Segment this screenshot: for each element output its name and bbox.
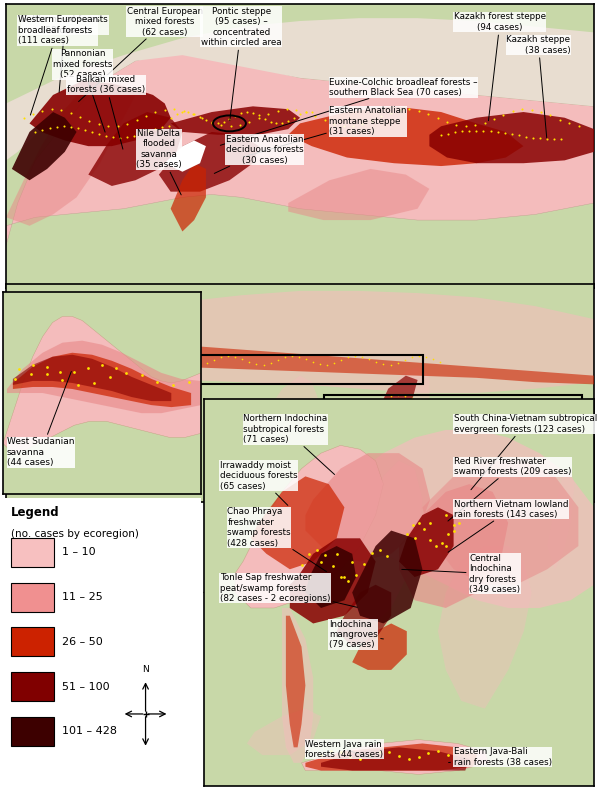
Polygon shape [170,107,300,135]
Bar [12,355,424,384]
Text: Baltic mixed forests
(58 cases): Baltic mixed forests (58 cases) [22,15,108,92]
Polygon shape [18,349,182,371]
Bar [11,538,55,567]
Polygon shape [12,112,77,180]
Text: Central European
mixed forests
(62 cases): Central European mixed forests (62 cases… [79,7,203,102]
Polygon shape [6,324,106,446]
Text: Balkan mixed
forests (36 cases): Balkan mixed forests (36 cases) [67,75,145,149]
Polygon shape [13,352,191,407]
Polygon shape [13,355,172,401]
Polygon shape [547,468,575,570]
Text: Euxine-Colchic broadleaf forests –
southern Black Sea (70 cases): Euxine-Colchic broadleaf forests – south… [220,78,478,145]
Bar [11,583,55,611]
Polygon shape [251,476,344,570]
Polygon shape [321,430,594,608]
Text: A: A [18,357,28,371]
Polygon shape [286,615,305,747]
Polygon shape [422,461,578,585]
Text: (no. cases by ecoregion): (no. cases by ecoregion) [11,529,139,540]
Polygon shape [290,538,376,623]
Text: Western Java rain
forests (44 cases): Western Java rain forests (44 cases) [305,739,383,759]
Polygon shape [288,107,523,166]
Polygon shape [6,18,594,160]
Text: Chao Phraya
freshwater
swamp forests
(428 cases): Chao Phraya freshwater swamp forests (42… [227,507,326,572]
Polygon shape [337,585,391,647]
Bar [11,717,55,746]
Polygon shape [282,608,313,763]
Text: Pontic steppe
(95 cases) –
concentrated
within circled area: Pontic steppe (95 cases) – concentrated … [201,7,281,121]
Polygon shape [6,52,594,246]
Polygon shape [65,291,594,393]
Text: 11 – 25: 11 – 25 [62,592,103,602]
Text: Red River freshwater
swamp forests (209 cases): Red River freshwater swamp forests (209 … [448,457,571,521]
Polygon shape [371,367,430,446]
Text: Northern Vietnam lowland
rain forests (143 cases): Northern Vietnam lowland rain forests (1… [448,499,568,552]
Polygon shape [305,546,356,608]
Polygon shape [165,141,206,171]
Text: Pannonian
mixed forests
(52 cases): Pannonian mixed forests (52 cases) [53,50,112,132]
Polygon shape [399,507,454,577]
Text: South China-Vietnam subtropical
evergreen forests (123 cases): South China-Vietnam subtropical evergree… [454,415,597,490]
Text: Eastern Java-Bali
rain forests (38 cases): Eastern Java-Bali rain forests (38 cases… [449,747,552,767]
Text: Indochina
mangroves
(79 cases): Indochina mangroves (79 cases) [329,619,383,649]
Polygon shape [305,453,430,562]
Text: C: C [18,403,27,416]
Polygon shape [376,375,418,432]
Polygon shape [438,546,532,709]
Polygon shape [235,446,383,608]
Text: 101 – 428: 101 – 428 [62,726,118,736]
Text: N: N [142,664,149,674]
Polygon shape [321,747,469,770]
Polygon shape [3,317,201,453]
Text: Legend: Legend [11,506,59,519]
Polygon shape [53,375,124,484]
Text: Western European
broadleaf forests
(111 cases): Western European broadleaf forests (111 … [18,15,98,115]
Text: West Sudanian
savanna
(44 cases): West Sudanian savanna (44 cases) [7,371,74,467]
Polygon shape [399,484,508,608]
Text: Eastern Anatolian
deciduous forests
(30 cases): Eastern Anatolian deciduous forests (30 … [214,135,304,174]
Text: Tonle Sap freshwater
peat/swamp forests
(82 cases - 2 ecoregions): Tonle Sap freshwater peat/swamp forests … [220,574,357,608]
Text: 1 – 10: 1 – 10 [62,547,96,558]
Text: 26 – 50: 26 – 50 [62,637,103,647]
Polygon shape [288,169,430,220]
Text: Eastern Anatolian
montane steppe
(31 cases): Eastern Anatolian montane steppe (31 cas… [244,107,407,156]
Polygon shape [430,112,594,164]
Text: Central
Indochina
dry forests
(349 cases): Central Indochina dry forests (349 cases… [402,554,520,594]
Polygon shape [6,84,136,226]
Bar [11,672,55,701]
Polygon shape [265,375,317,436]
Polygon shape [170,164,206,231]
Bar [11,627,55,656]
Polygon shape [18,345,594,384]
Text: Irrawaddy moist
deciduous forests
(65 cases): Irrawaddy moist deciduous forests (65 ca… [220,461,297,506]
Polygon shape [341,461,422,623]
Text: Kazakh forest steppe
(94 cases): Kazakh forest steppe (94 cases) [454,13,546,121]
Polygon shape [29,81,170,146]
Text: 51 – 100: 51 – 100 [62,682,110,691]
Text: Kazakh steppe
(38 cases): Kazakh steppe (38 cases) [506,36,571,137]
Polygon shape [124,393,194,441]
Text: Nile Delta
flooded
savanna
(35 cases): Nile Delta flooded savanna (35 cases) [136,129,182,195]
Polygon shape [7,340,201,413]
Polygon shape [65,382,118,411]
Text: Northern Indochina
subtropical forests
(71 cases): Northern Indochina subtropical forests (… [243,415,335,475]
Polygon shape [352,531,422,623]
Polygon shape [352,623,407,670]
Polygon shape [159,132,259,192]
Polygon shape [247,709,321,755]
Polygon shape [88,112,182,186]
Polygon shape [305,743,477,770]
Text: B: B [329,420,339,433]
Bar [12,395,170,421]
Bar [323,395,582,438]
Polygon shape [302,739,489,774]
